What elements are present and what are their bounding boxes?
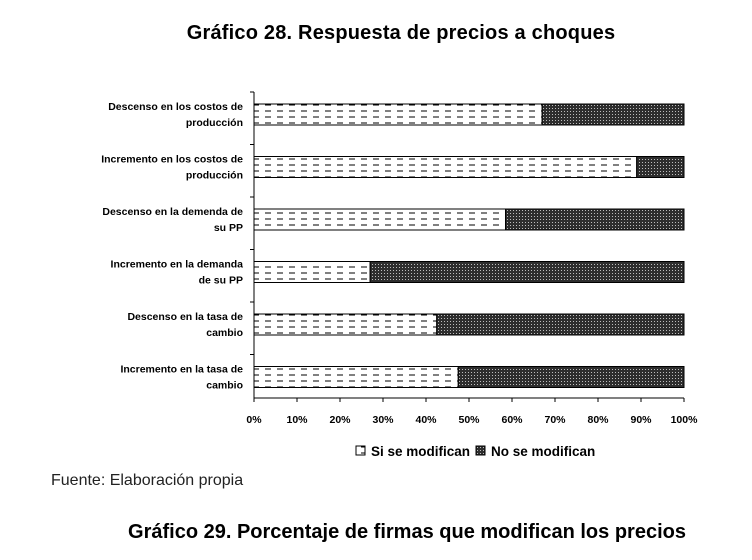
bar-si-se-modifican bbox=[253, 103, 543, 126]
category-label: Descenso en la tasa de bbox=[127, 311, 243, 323]
x-tick-label: 80% bbox=[587, 414, 609, 426]
x-tick-label: 40% bbox=[415, 414, 437, 426]
category-label: Incremento en la demanda bbox=[111, 259, 244, 271]
category-label: de su PP bbox=[199, 275, 243, 287]
chart-title-text: Gráfico 28. Respuesta de precios a choqu… bbox=[186, 22, 616, 44]
category-label: su PP bbox=[214, 222, 243, 234]
legend-swatch-no bbox=[475, 445, 486, 456]
x-tick-label: 100% bbox=[671, 414, 699, 426]
x-tick-label: 0% bbox=[246, 414, 262, 426]
stacked-bar-chart: 0% 10% 20% 30% 40% 50% 60% 70% 80% 90% 100% Descens… bbox=[101, 91, 699, 459]
category-label: cambio bbox=[206, 380, 243, 392]
category-label: Incremento en los costos de bbox=[101, 154, 243, 166]
x-tick-label: 70% bbox=[544, 414, 566, 426]
bar-si-se-modifican bbox=[253, 366, 459, 388]
x-tick-label: 60% bbox=[501, 414, 523, 426]
next-figure-title: Gráfico 29. Porcentaje de firmas que mod… bbox=[0, 521, 752, 544]
bar-si-se-modifican bbox=[253, 208, 507, 231]
legend-label: No se modifican bbox=[491, 444, 595, 459]
bar-no-se-modifican bbox=[541, 103, 685, 126]
next-figure-title-text: Gráfico 29. Porcentaje de firmas que mod… bbox=[128, 521, 686, 543]
chart-title: Gráfico 28. Respuesta de precios a choqu… bbox=[0, 22, 752, 45]
source-note: Fuente: Elaboración propia bbox=[51, 472, 244, 489]
plot-area: 0% 10% 20% 30% 40% 50% 60% 70% 80% 90% 100% Descens… bbox=[101, 91, 699, 459]
bar-si-se-modifican bbox=[253, 156, 638, 178]
bar-no-se-modifican bbox=[636, 156, 685, 178]
x-tick-label: 50% bbox=[458, 414, 480, 426]
x-tick-label: 90% bbox=[630, 414, 652, 426]
category-label: Descenso en los costos de bbox=[108, 101, 243, 113]
bar-si-se-modifican bbox=[253, 313, 438, 336]
bar-no-se-modifican bbox=[436, 313, 685, 336]
bar-no-se-modifican bbox=[457, 366, 685, 388]
category-label: cambio bbox=[206, 327, 243, 339]
category-label: producción bbox=[186, 117, 243, 129]
legend-swatch-si bbox=[355, 445, 366, 456]
category-label: producción bbox=[186, 170, 243, 182]
category-label: Incremento en la tasa de bbox=[120, 364, 243, 376]
x-tick-label: 10% bbox=[286, 414, 308, 426]
bar-no-se-modifican bbox=[369, 261, 685, 283]
legend-label: Si se modifican bbox=[371, 444, 470, 459]
category-label: Descenso en la demenda de bbox=[102, 206, 243, 218]
x-tick-label: 30% bbox=[372, 414, 394, 426]
x-tick-label: 20% bbox=[329, 414, 351, 426]
bar-no-se-modifican bbox=[505, 208, 685, 231]
bar-si-se-modifican bbox=[253, 261, 371, 283]
